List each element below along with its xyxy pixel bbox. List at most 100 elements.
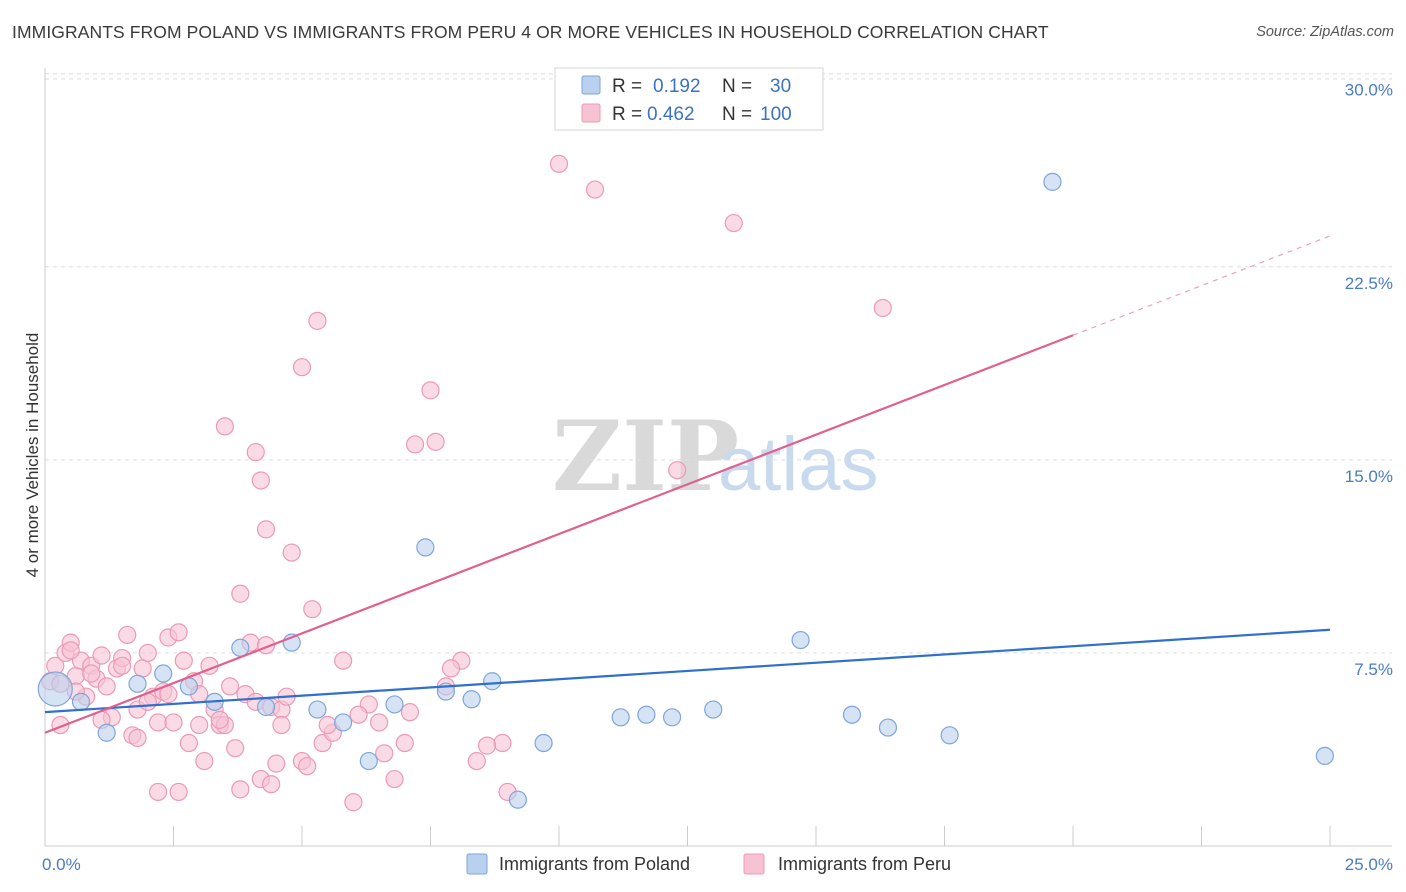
correlation-legend: R = 0.192 N = 30 R = 0.462 N = 100 <box>554 67 824 131</box>
peru-point-10 <box>92 646 111 665</box>
legend-n-label-poland: N = <box>722 76 752 97</box>
legend-r-label-peru: R = <box>612 104 642 125</box>
peru-point-37 <box>231 584 250 603</box>
peru-point-91 <box>349 705 368 724</box>
peru-point-62 <box>467 751 486 771</box>
watermark: ZIP atlas <box>552 400 879 513</box>
source-credit: Source: ZipAtlas.com <box>1256 24 1394 40</box>
peru-point-93 <box>400 703 420 722</box>
x-tick-label-1: 25.0% <box>1345 855 1393 874</box>
poland-point-22 <box>662 708 682 727</box>
peru-point-44 <box>267 754 286 773</box>
peru-point-52 <box>334 651 353 670</box>
poland-trend-line <box>44 628 1331 714</box>
peru-point-69 <box>873 298 892 318</box>
peru-trend-line <box>44 334 1074 734</box>
y-tick-label-0: 7.5% <box>1354 660 1393 679</box>
poland-point-17 <box>483 672 502 691</box>
poland-point-26 <box>878 718 898 737</box>
poland-point-19 <box>534 733 553 753</box>
poland-point-21 <box>637 705 656 724</box>
x-tick-label-0: 0.0% <box>42 855 81 874</box>
watermark-zip: ZIP <box>552 400 739 513</box>
poland-points <box>37 172 1334 809</box>
peru-point-26 <box>174 651 193 670</box>
poland-point-11 <box>334 713 353 732</box>
peru-point-88 <box>272 715 291 735</box>
peru-point-49 <box>303 600 322 619</box>
peru-point-77 <box>148 782 168 802</box>
gridlines <box>45 73 1392 654</box>
poland-point-3 <box>128 674 147 693</box>
legend-r-label-poland: R = <box>612 76 642 97</box>
peru-point-79 <box>190 715 209 735</box>
peru-point-96 <box>112 656 132 675</box>
poland-point-13 <box>385 695 404 714</box>
peru-point-73 <box>246 443 265 462</box>
peru-point-15 <box>118 625 137 645</box>
peru-point-94 <box>441 659 461 678</box>
series-legend-swatch-poland <box>466 853 488 875</box>
peru-point-74 <box>251 471 270 490</box>
peru-point-21 <box>148 713 168 732</box>
poland-point-29 <box>1315 746 1334 766</box>
peru-point-70 <box>308 311 327 330</box>
legend-swatch-peru <box>581 103 601 123</box>
series-legend-label-poland: Immigrants from Poland <box>499 854 690 874</box>
legend-r-value-poland: 0.192 <box>653 76 701 97</box>
peru-point-58 <box>405 435 425 454</box>
peru-point-36 <box>226 739 245 758</box>
legend-swatch-poland <box>581 75 601 95</box>
series-legend-label-peru: Immigrants from Peru <box>778 854 951 874</box>
peru-point-59 <box>421 381 440 400</box>
peru-point-55 <box>370 713 389 732</box>
poland-point-16 <box>462 690 481 709</box>
y-axis-label: 4 or more Vehicles in Household <box>23 333 42 578</box>
poland-point-14 <box>416 538 435 557</box>
chart-title: IMMIGRANTS FROM POLAND VS IMMIGRANTS FRO… <box>12 22 1049 42</box>
series-legend: Immigrants from Poland Immigrants from P… <box>466 853 951 875</box>
peru-point-65 <box>549 154 569 173</box>
legend-n-label-peru: N = <box>722 104 752 125</box>
series-legend-swatch-peru <box>743 853 765 875</box>
peru-point-53 <box>344 793 363 812</box>
peru-point-63 <box>493 733 512 753</box>
peru-point-47 <box>282 543 301 562</box>
trend-lines <box>44 235 1331 734</box>
peru-point-19 <box>138 643 157 663</box>
peru-point-11 <box>97 677 116 696</box>
peru-point-99 <box>61 641 80 660</box>
poland-point-2 <box>97 723 116 742</box>
peru-point-76 <box>426 432 445 451</box>
poland-point-10 <box>308 700 327 719</box>
peru-point-66 <box>585 180 605 199</box>
legend-n-value-peru: 100 <box>760 104 792 125</box>
peru-point-75 <box>256 520 276 539</box>
y-tick-labels: 7.5% 15.0% 22.5% 30.0% <box>1345 81 1393 679</box>
watermark-atlas: atlas <box>718 422 879 507</box>
poland-point-27 <box>940 726 959 745</box>
poland-point-18 <box>508 790 527 809</box>
poland-point-1 <box>71 692 91 711</box>
poland-point-4 <box>154 664 173 683</box>
peru-point-90 <box>318 715 337 735</box>
peru-point-78 <box>169 782 188 802</box>
poland-point-25 <box>842 705 862 724</box>
peru-point-80 <box>231 780 250 799</box>
peru-point-30 <box>195 751 214 771</box>
poland-point-0 <box>37 671 73 707</box>
poland-point-24 <box>791 630 810 650</box>
peru-point-92 <box>375 744 394 763</box>
peru-point-89 <box>298 757 317 776</box>
legend-n-value-poland: 30 <box>770 76 791 97</box>
legend-r-value-peru: 0.462 <box>647 104 695 125</box>
x-tick-labels: 0.0% 25.0% <box>42 855 1393 874</box>
peru-point-35 <box>220 677 240 696</box>
peru-point-67 <box>668 461 687 480</box>
poland-point-23 <box>704 700 723 719</box>
peru-point-72 <box>215 417 234 436</box>
peru-point-87 <box>210 710 229 729</box>
y-tick-label-1: 15.0% <box>1345 467 1393 486</box>
peru-point-56 <box>385 769 404 789</box>
